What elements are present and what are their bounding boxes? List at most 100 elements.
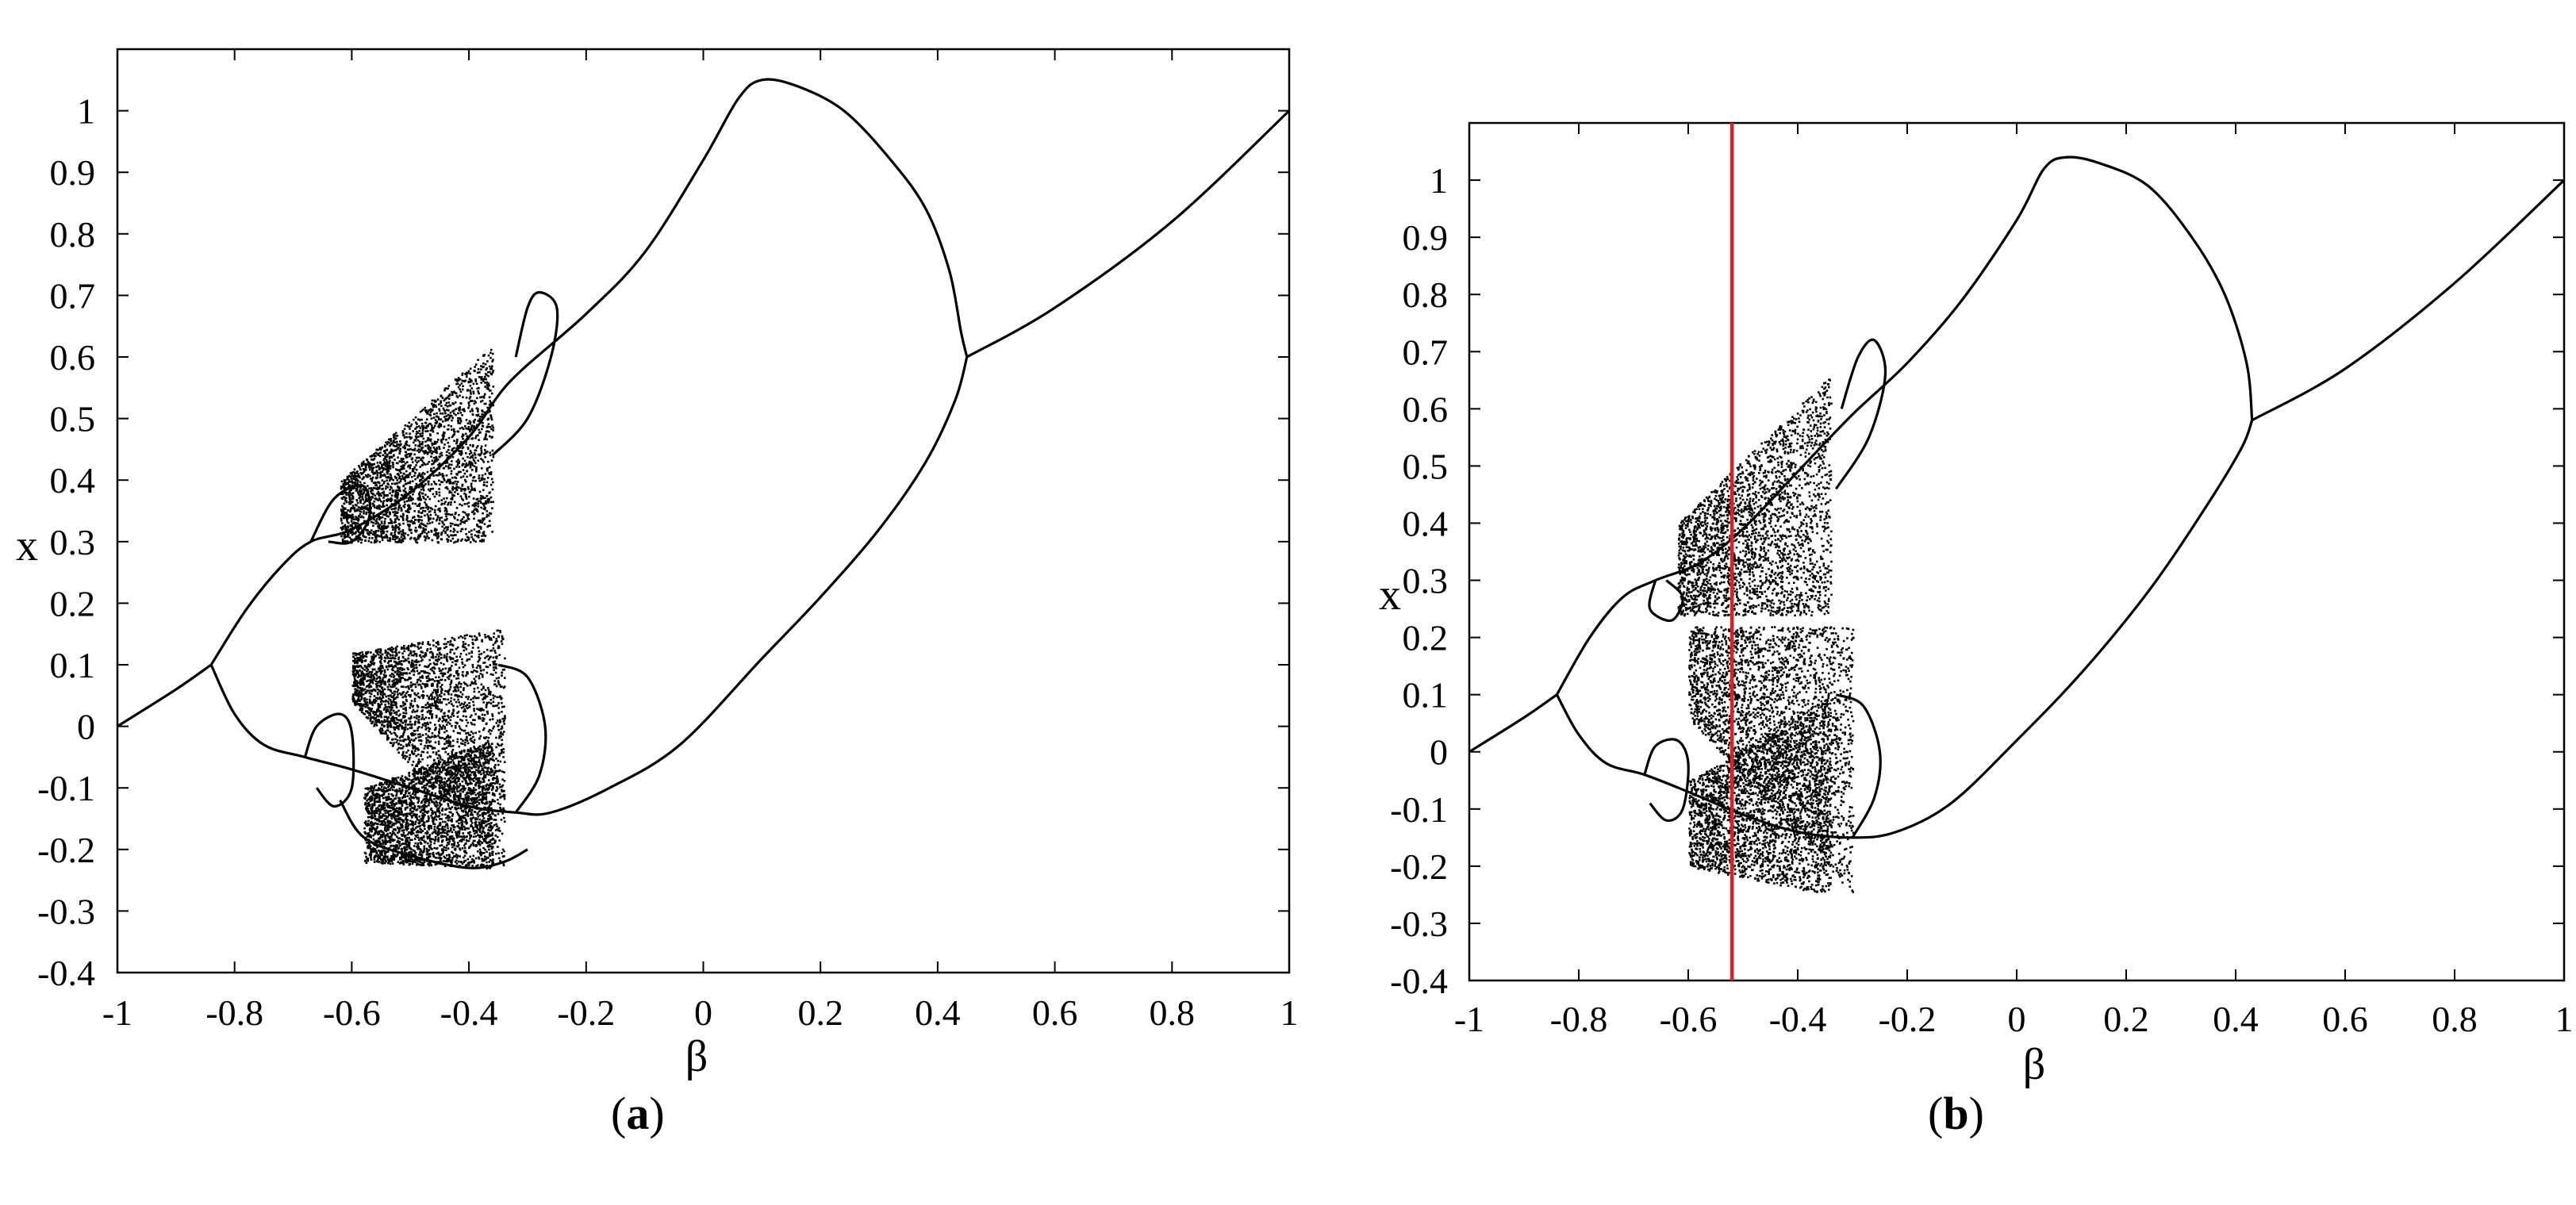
chaos-point <box>378 485 382 487</box>
chaos-point <box>357 517 359 520</box>
chaos-point <box>428 677 431 680</box>
chaos-point <box>389 444 391 447</box>
chaos-point <box>378 447 382 449</box>
chaos-point <box>467 501 470 505</box>
chaos-point <box>423 452 426 455</box>
chaos-point <box>359 527 363 530</box>
chaos-point <box>375 535 378 539</box>
chaos-point <box>446 653 448 655</box>
chaos-point <box>405 647 408 650</box>
chaos-point <box>424 724 427 727</box>
chaos-point <box>461 528 464 531</box>
chaos-point <box>417 436 420 438</box>
chaos-point <box>398 449 401 452</box>
chaos-point <box>493 704 495 708</box>
chaos-point <box>446 510 448 513</box>
chaos-point <box>486 381 489 384</box>
chaos-point <box>407 644 410 647</box>
chaos-point <box>348 497 351 500</box>
chaos-point <box>439 473 442 476</box>
chaos-point <box>475 508 478 512</box>
chaos-point <box>478 531 481 534</box>
chaos-point <box>438 723 441 727</box>
chaos-point <box>411 750 413 753</box>
chaos-point <box>458 682 460 685</box>
chaos-point <box>405 739 407 741</box>
chaos-point <box>400 468 403 470</box>
chaos-point <box>445 643 447 646</box>
chaos-point <box>455 534 457 536</box>
chaos-point <box>428 755 432 758</box>
chaos-point <box>466 773 469 776</box>
chaos-point <box>483 402 486 405</box>
chaos-point <box>424 510 427 512</box>
chaos-point <box>433 663 436 666</box>
chaos-point <box>491 360 493 363</box>
chaos-point <box>457 686 459 689</box>
chaos-point <box>443 747 446 750</box>
chaos-point <box>433 399 436 402</box>
chaos-point <box>382 700 385 703</box>
chaos-point <box>363 535 366 538</box>
chaos-point <box>449 743 451 746</box>
chaos-point <box>413 654 415 657</box>
chaos-point <box>480 506 482 509</box>
chaos-point <box>423 473 426 475</box>
chaos-point <box>470 655 473 658</box>
chaos-point <box>463 710 465 713</box>
chaos-point <box>487 514 490 517</box>
chaos-point <box>399 720 402 723</box>
chaos-point <box>366 500 368 502</box>
chaos-point <box>397 541 400 543</box>
chaos-point <box>394 701 397 704</box>
chaos-point <box>497 846 499 848</box>
chaos-point <box>362 704 365 708</box>
chaos-point <box>400 743 402 746</box>
chaos-point <box>428 664 430 667</box>
chaos-point <box>369 661 372 663</box>
chaos-point <box>422 487 424 489</box>
chaos-point <box>417 720 420 723</box>
chaos-point <box>436 660 439 662</box>
chaos-point <box>369 681 372 684</box>
chaos-point <box>399 444 401 447</box>
chaos-point <box>493 635 495 639</box>
chaos-point <box>440 690 443 693</box>
chaos-point <box>498 857 501 860</box>
chaos-point <box>409 497 413 499</box>
chaos-point <box>380 528 382 531</box>
chaos-point <box>420 485 423 488</box>
chaos-point <box>465 704 467 708</box>
chaos-point <box>481 639 483 642</box>
chaos-point <box>412 493 414 496</box>
chaos-point <box>355 654 357 656</box>
chaos-point <box>417 726 420 728</box>
chaos-point <box>436 457 438 460</box>
chaos-point <box>481 640 484 643</box>
chaos-point <box>429 662 432 666</box>
chaos-point <box>406 524 409 526</box>
chaos-point <box>420 418 423 421</box>
chaos-point <box>463 729 465 732</box>
chaos-point <box>348 502 351 505</box>
chaos-point <box>409 485 412 489</box>
chaos-point <box>363 703 367 706</box>
chaos-point <box>349 499 351 502</box>
chaos-point <box>380 680 382 682</box>
chaos-point <box>415 464 417 466</box>
chaos-point <box>351 666 355 669</box>
chaos-point <box>418 494 421 497</box>
chaos-point <box>480 447 482 450</box>
chaos-point <box>451 724 453 727</box>
chaos-point <box>382 503 385 506</box>
chaos-point <box>394 693 396 696</box>
chaos-point <box>467 381 470 384</box>
chaos-point <box>394 444 396 447</box>
chaos-point <box>466 485 470 489</box>
chaos-point <box>401 754 404 757</box>
chaos-point <box>353 507 356 509</box>
chaos-point <box>388 680 390 683</box>
chaos-point <box>369 708 372 712</box>
chaos-point <box>361 654 364 658</box>
chaos-point <box>418 443 421 446</box>
